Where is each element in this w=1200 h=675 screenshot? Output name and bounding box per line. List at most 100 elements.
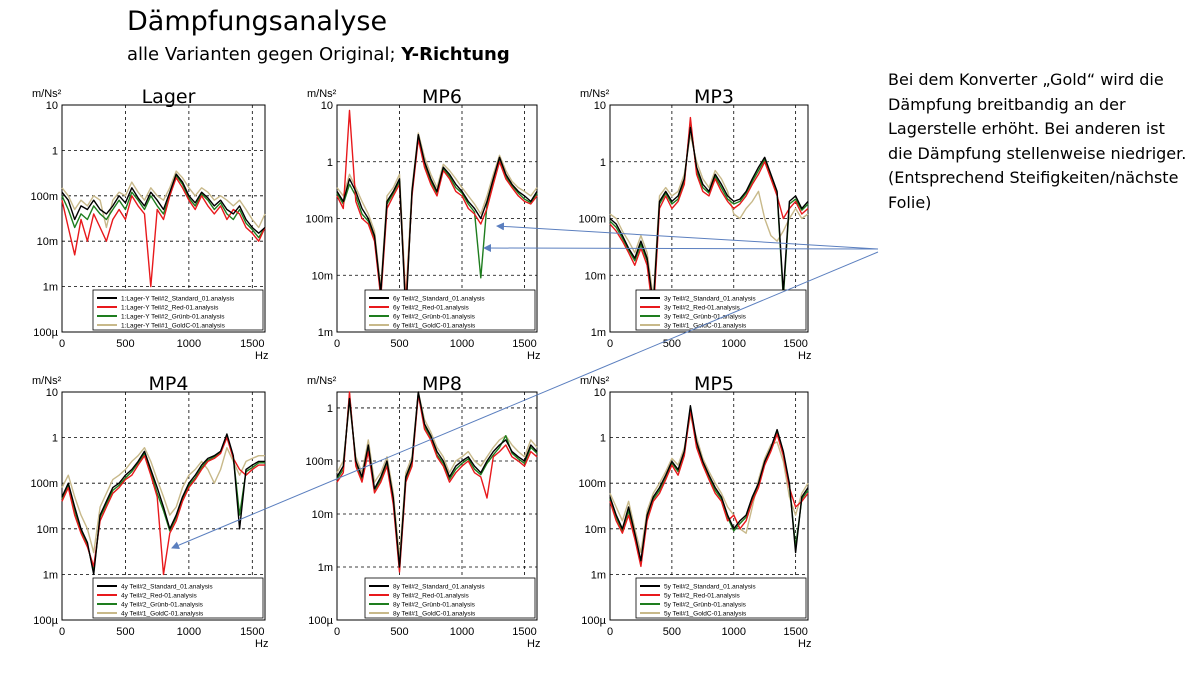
- x-tick-label: 1500: [512, 626, 536, 638]
- legend-entry: 1:Lager-Y Teil#2_Grünb-01.analysis: [121, 314, 225, 321]
- subtitle-bold: Y-Richtung: [401, 44, 510, 65]
- x-tick-label: 500: [116, 626, 134, 638]
- y-tick-label: 10m: [37, 236, 58, 248]
- x-tick-label: 1000: [722, 626, 746, 638]
- x-tick-label: 1000: [177, 338, 201, 350]
- legend-box: [92, 577, 264, 619]
- series-line-standard: [61, 173, 266, 234]
- y-tick-label: 10: [46, 100, 58, 112]
- y-tick-label: 10m: [585, 270, 606, 282]
- y-tick-label: 10: [594, 387, 606, 399]
- x-axis-label: Hz: [798, 638, 811, 650]
- x-tick-label: 500: [116, 338, 134, 350]
- series-line-standard: [336, 133, 538, 316]
- legend-box: [364, 289, 536, 331]
- legend: 6y Teil#2_Standard_01.analysis 6y Teil#2_…: [364, 289, 536, 331]
- y-axis-label: m/Ns²: [580, 88, 610, 100]
- legend-entry: 3y Teil#2_Red-01.analysis: [664, 305, 741, 312]
- legend: 1:Lager-Y Teil#2_Standard_01.analysis 1:L…: [92, 289, 264, 331]
- y-tick-label: 10m: [312, 270, 333, 282]
- plot-mp5: 100µ 1m 10m 100m 1 10 0 500 1000 1500 m/Ns² Hz MP5 5y…: [578, 373, 811, 650]
- y-tick-label: 1m: [591, 327, 606, 339]
- y-tick-label: 10m: [37, 524, 58, 536]
- series-line-standard: [609, 405, 809, 562]
- x-tick-label: 1000: [450, 626, 474, 638]
- y-tick-label: 1m: [318, 327, 333, 339]
- x-tick-label: 0: [607, 626, 613, 638]
- x-tick-label: 1000: [722, 338, 746, 350]
- y-tick-label: 100m: [578, 214, 606, 226]
- y-tick-label: 100m: [305, 456, 333, 468]
- series-line-red: [609, 409, 809, 568]
- legend-entry: 8y Teil#2_Grünb-01.analysis: [393, 602, 476, 609]
- x-axis-label: Hz: [527, 638, 540, 650]
- x-tick-label: 1000: [450, 338, 474, 350]
- x-tick-label: 500: [663, 338, 681, 350]
- legend-box: [635, 577, 807, 619]
- x-tick-label: 0: [59, 626, 65, 638]
- annotation-arrow: [171, 251, 879, 549]
- y-tick-label: 100m: [305, 214, 333, 226]
- y-tick-label: 10m: [312, 509, 333, 521]
- series-line-standard: [336, 391, 538, 568]
- y-tick-label: 1m: [43, 569, 58, 581]
- legend: 8y Teil#2_Standard_01.analysis 8y Teil#2_…: [364, 577, 536, 619]
- y-tick-label: 100m: [30, 478, 58, 490]
- y-tick-label: 1: [327, 157, 333, 169]
- y-axis-label: m/Ns²: [307, 88, 337, 100]
- legend-entry: 3y Teil#1_GoldC-01.analysis: [664, 323, 747, 330]
- plot-lager: 100µ 1m 10m 100m 1 10 0 500 1000 1500 m/Ns² Hz Lager…: [30, 86, 268, 362]
- legend-entry: 4y Teil#2_Standard_01.analysis: [121, 584, 213, 591]
- x-axis-label: Hz: [255, 350, 268, 362]
- annotation-arrows: [171, 222, 879, 549]
- x-tick-label: 1500: [240, 338, 264, 350]
- plot-title: MP4: [149, 373, 189, 395]
- y-tick-label: 1m: [43, 282, 58, 294]
- x-tick-label: 0: [334, 626, 340, 638]
- x-tick-label: 0: [334, 338, 340, 350]
- series-line-standard: [609, 126, 809, 306]
- y-tick-label: 10: [46, 387, 58, 399]
- y-tick-label: 100µ: [308, 615, 333, 627]
- x-axis-label: Hz: [798, 350, 811, 362]
- legend-entry: 8y Teil#1_GoldC-01.analysis: [393, 611, 476, 618]
- x-tick-label: 0: [59, 338, 65, 350]
- series-line-gold: [609, 133, 809, 299]
- x-tick-label: 1000: [177, 626, 201, 638]
- y-tick-label: 1: [52, 433, 58, 445]
- slide-title: Dämpfungsanalyse: [127, 6, 388, 37]
- series-line-gold: [336, 132, 538, 299]
- y-tick-label: 10: [321, 100, 333, 112]
- series-line-red: [609, 116, 809, 316]
- y-axis-label: m/Ns²: [32, 88, 62, 100]
- plot-mp3: 1m 10m 100m 1 10 0 500 1000 1500 m/Ns² Hz MP3 3y Tei…: [578, 86, 811, 362]
- series-line-standard: [61, 433, 265, 576]
- x-tick-label: 500: [390, 338, 408, 350]
- plot-mp4: 100µ 1m 10m 100m 1 10 0 500 1000 1500 m/Ns² Hz MP4 4y…: [30, 373, 268, 650]
- legend-box: [92, 289, 264, 331]
- legend-box: [364, 577, 536, 619]
- legend-entry: 3y Teil#2_Grünb-01.analysis: [664, 314, 747, 321]
- y-axis-label: m/Ns²: [580, 375, 610, 387]
- y-axis-label: m/Ns²: [307, 375, 337, 387]
- legend-entry: 5y Teil#1_GoldC-01.analysis: [664, 611, 747, 618]
- plot-title: MP6: [422, 86, 462, 108]
- y-tick-label: 1: [52, 145, 58, 157]
- y-tick-label: 1m: [591, 569, 606, 581]
- series-line-gold: [61, 170, 266, 229]
- plot-title: MP8: [422, 373, 462, 395]
- y-tick-label: 1m: [318, 562, 333, 574]
- y-tick-label: 100µ: [33, 615, 58, 627]
- legend-entry: 6y Teil#2_Red-01.analysis: [393, 305, 470, 312]
- legend-entry: 4y Teil#2_Red-01.analysis: [121, 593, 198, 600]
- series-line-red: [336, 109, 538, 306]
- legend-entry: 3y Teil#2_Standard_01.analysis: [664, 296, 756, 303]
- x-tick-label: 500: [390, 626, 408, 638]
- plot-title: MP5: [694, 373, 734, 395]
- x-tick-label: 0: [607, 338, 613, 350]
- legend-entry: 5y Teil#2_Grünb-01.analysis: [664, 602, 747, 609]
- annotation-arrow: [483, 244, 879, 253]
- legend-entry: 1:Lager-Y Teil#2_Red-01.analysis: [121, 305, 219, 312]
- legend-entry: 4y Teil#2_Grünb-01.analysis: [121, 602, 204, 609]
